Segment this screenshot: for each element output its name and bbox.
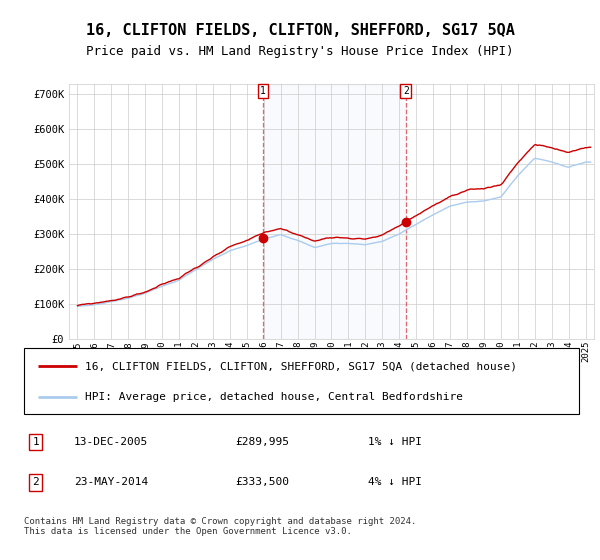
Text: 1: 1 — [260, 86, 266, 96]
Text: 2: 2 — [32, 478, 39, 488]
Text: 4% ↓ HPI: 4% ↓ HPI — [368, 478, 422, 488]
Text: 23-MAY-2014: 23-MAY-2014 — [74, 478, 148, 488]
Text: 2: 2 — [403, 86, 409, 96]
Text: HPI: Average price, detached house, Central Bedfordshire: HPI: Average price, detached house, Cent… — [85, 391, 463, 402]
Text: Price paid vs. HM Land Registry's House Price Index (HPI): Price paid vs. HM Land Registry's House … — [86, 45, 514, 58]
Text: 16, CLIFTON FIELDS, CLIFTON, SHEFFORD, SG17 5QA (detached house): 16, CLIFTON FIELDS, CLIFTON, SHEFFORD, S… — [85, 361, 517, 371]
Text: 1: 1 — [32, 437, 39, 447]
Text: 1% ↓ HPI: 1% ↓ HPI — [368, 437, 422, 447]
Text: 16, CLIFTON FIELDS, CLIFTON, SHEFFORD, SG17 5QA: 16, CLIFTON FIELDS, CLIFTON, SHEFFORD, S… — [86, 24, 514, 38]
Bar — [263, 84, 406, 339]
Text: 13-DEC-2005: 13-DEC-2005 — [74, 437, 148, 447]
Text: £333,500: £333,500 — [235, 478, 289, 488]
Text: Contains HM Land Registry data © Crown copyright and database right 2024.
This d: Contains HM Land Registry data © Crown c… — [24, 517, 416, 536]
Text: £289,995: £289,995 — [235, 437, 289, 447]
